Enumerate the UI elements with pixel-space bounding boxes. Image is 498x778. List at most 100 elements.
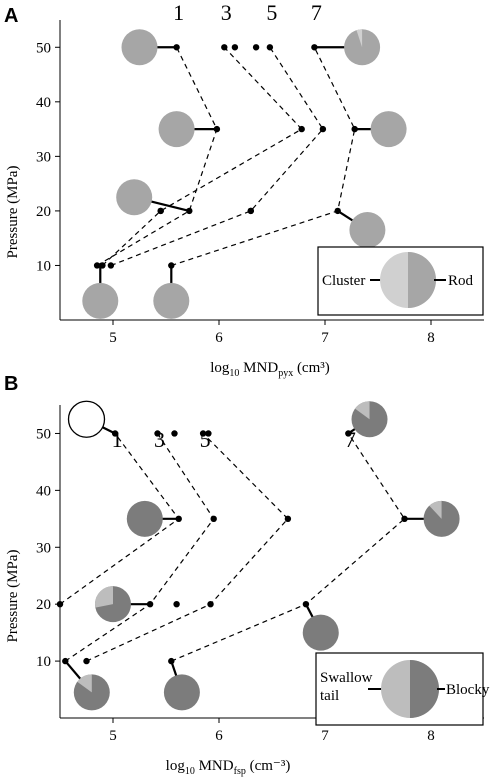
data-point <box>311 44 318 51</box>
x-tick-label: 7 <box>321 728 329 744</box>
series-label-3: 3 <box>154 427 165 452</box>
legend-label-blocky: Blocky <box>446 682 490 698</box>
data-point <box>302 600 310 608</box>
data-point <box>56 600 64 608</box>
pie-chart <box>163 674 200 711</box>
pie-chart <box>349 212 386 248</box>
y-tick-label: 50 <box>36 426 51 442</box>
pie-slice-minor <box>94 586 113 608</box>
data-point <box>168 262 175 269</box>
data-point <box>252 44 260 51</box>
pie-slice-minor <box>355 401 370 420</box>
data-point <box>99 262 106 269</box>
y-tick-label: 30 <box>36 149 51 165</box>
pie-chart <box>370 111 407 148</box>
pie-chart <box>302 614 339 651</box>
plot-area-a: 10 20 30 40 50 5 6 7 8 1 3 5 7 <box>36 0 484 346</box>
pie-slice-minor <box>429 500 442 519</box>
legend-label-tail: tail <box>320 688 339 704</box>
series-label-5: 5 <box>200 427 211 452</box>
data-point <box>266 44 274 51</box>
x-axis-title-b: log10 MNDfsp (cm⁻³) <box>166 758 291 777</box>
data-point <box>210 515 217 523</box>
data-point <box>298 125 305 133</box>
y-tick-label: 20 <box>36 597 51 613</box>
y-tick-label: 10 <box>36 654 51 670</box>
data-point <box>157 207 164 215</box>
y-axis-title-a: Pressure (MPa) <box>5 166 21 259</box>
data-point <box>111 430 119 437</box>
y-tick-label: 40 <box>36 483 51 499</box>
series-label-1: 1 <box>173 0 184 25</box>
y-tick-label: 50 <box>36 40 51 56</box>
data-point <box>83 657 90 665</box>
pie-slice-minor <box>77 674 92 693</box>
series-label-7: 7 <box>345 427 356 452</box>
series-line-5 <box>86 433 289 662</box>
series-label-7: 7 <box>311 0 322 25</box>
panel-letter-a: A <box>4 5 18 27</box>
data-point <box>107 262 115 269</box>
series-label-1: 1 <box>112 427 123 452</box>
y-tick-label: 10 <box>36 258 51 274</box>
series-line-1 <box>96 47 218 267</box>
series-label-5: 5 <box>266 0 277 25</box>
plot-area-b: 10 20 30 40 50 5 6 7 8 1 3 5 7 <box>36 400 484 744</box>
pie-chart <box>158 111 195 148</box>
data-point <box>401 515 408 523</box>
x-tick-label: 8 <box>427 330 435 346</box>
y-tick-label: 30 <box>36 540 51 556</box>
data-point <box>173 600 180 608</box>
legend-label-swallow: Swallow <box>320 670 373 686</box>
data-point <box>171 430 178 437</box>
data-point <box>345 430 352 437</box>
data-point <box>221 44 228 51</box>
data-point <box>93 262 101 269</box>
data-point <box>154 430 161 437</box>
legend-label-rod: Rod <box>448 273 474 289</box>
legend-pie-blocky-half <box>410 660 439 718</box>
data-point <box>284 515 292 523</box>
data-point <box>168 657 175 665</box>
pie-slice-minor <box>356 29 363 48</box>
data-point <box>207 600 214 608</box>
x-tick-label: 7 <box>321 330 329 346</box>
panel-b: B 10 20 30 40 50 5 6 7 8 1 3 5 7 Pressure (MPa) log1… <box>4 373 490 777</box>
pie-chart <box>153 282 190 319</box>
data-point <box>205 430 212 437</box>
data-point <box>62 657 69 665</box>
x-axis-title-a: log10 MNDpyx (cm³) <box>210 360 330 379</box>
data-point <box>173 44 180 51</box>
y-axis-title-b: Pressure (MPa) <box>5 550 21 643</box>
pie-chart <box>126 500 163 537</box>
y-tick-label: 40 <box>36 95 51 111</box>
data-point <box>213 125 221 133</box>
legend-pie-rod-half <box>408 252 436 308</box>
series-line-7 <box>171 433 406 662</box>
series-line-3 <box>64 433 215 662</box>
series-label-3: 3 <box>221 0 232 25</box>
x-tick-label: 5 <box>109 728 117 744</box>
x-tick-label: 8 <box>427 728 435 744</box>
data-point <box>351 125 358 133</box>
data-point <box>247 207 254 215</box>
pie-chart <box>82 282 119 319</box>
x-tick-label: 5 <box>109 330 117 346</box>
series-line-3 <box>101 46 303 266</box>
series-line-5 <box>110 46 324 267</box>
panel-a: A 10 20 30 40 50 5 6 7 8 1 3 5 7 Pressure (MPa) log1… <box>4 0 484 379</box>
data-point <box>199 430 207 437</box>
data-point <box>319 125 327 133</box>
data-point <box>175 515 182 523</box>
legend-b: Swallow tail Blocky <box>315 652 490 726</box>
pie-chart <box>116 179 153 216</box>
y-tick-label: 20 <box>36 204 51 220</box>
data-point <box>231 44 239 51</box>
legend-label-cluster: Cluster <box>322 273 365 289</box>
x-tick-label: 6 <box>215 728 223 744</box>
pie-chart <box>67 400 106 438</box>
pie-chart <box>121 29 158 66</box>
x-tick-label: 6 <box>215 330 223 346</box>
panel-letter-b: B <box>4 373 18 395</box>
